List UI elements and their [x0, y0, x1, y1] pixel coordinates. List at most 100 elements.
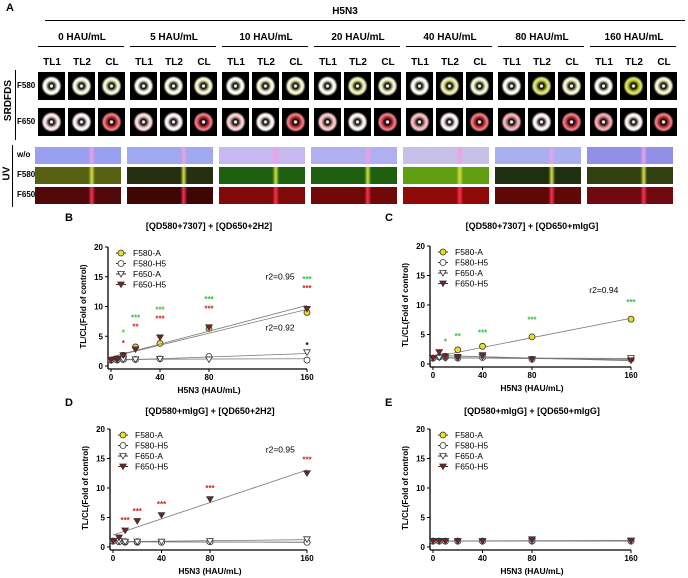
concentration-rule: [498, 46, 584, 47]
uv-strip: [587, 187, 673, 204]
legend-marker: [119, 442, 127, 449]
data-point: [478, 538, 487, 545]
srdfds-image-f650: [98, 108, 125, 136]
row-label-f650: F650: [17, 117, 36, 126]
chart-title: [QD580+7307] + [QD650+mIgG]: [466, 221, 599, 231]
r-squared-label: r2=0.94: [589, 285, 618, 295]
y-tick-label: 10: [96, 484, 105, 493]
lane-label: TL2: [165, 57, 183, 68]
legend-marker: [439, 442, 447, 449]
uv-strip: [127, 147, 213, 164]
data-point: [121, 538, 130, 546]
lane-label: CL: [381, 57, 395, 68]
y-tick-label: 0: [101, 543, 106, 552]
srdfds-image-f650: [130, 108, 157, 136]
data-point: [119, 352, 128, 360]
concentration-header: 80 HAU/mL: [515, 32, 569, 43]
x-tick-label: 40: [156, 373, 165, 382]
data-point: [204, 324, 214, 332]
lane-label: CL: [289, 57, 303, 68]
srdfds-image-f650: [436, 108, 463, 136]
data-point: [303, 356, 311, 364]
legend-marker: [116, 281, 126, 289]
legend-marker: [438, 453, 448, 460]
x-tick-label: 40: [478, 371, 487, 380]
data-point: [453, 538, 462, 545]
panel-label: D: [65, 397, 73, 409]
srdfds-image-f580: [406, 72, 433, 100]
chart-panel-b: B [QD580+7307] + [QD650+2H2] 0 5 10 15 20 0 40 80…: [65, 212, 314, 395]
uv-row-f650: F650: [17, 190, 36, 199]
data-point: [626, 538, 636, 545]
concentration-header: 20 HAU/mL: [331, 32, 385, 43]
srdfds-image-f650: [406, 108, 433, 136]
x-tick-label: 160: [300, 373, 314, 382]
y-tick-label: 15: [416, 455, 425, 464]
x-tick-label: 40: [157, 554, 166, 563]
uv-strip: [495, 187, 581, 204]
x-tick-label: 80: [205, 373, 214, 382]
legend-marker: [438, 270, 448, 277]
significance-mark: ***: [204, 304, 214, 313]
fit-line: [110, 308, 308, 358]
data-point: [435, 538, 444, 545]
data-point: [527, 536, 537, 544]
srdfds-image-f580: [38, 72, 65, 100]
data-point: [133, 538, 142, 546]
data-point: [453, 354, 462, 361]
srdfds-image-f650: [38, 108, 65, 136]
lane-label: TL2: [349, 57, 367, 68]
significance-mark: ***: [155, 305, 165, 314]
srdfds-image-f580: [498, 72, 525, 100]
significance-mark: **: [132, 323, 139, 332]
srdfds-image-f650: [374, 108, 401, 136]
data-point: [428, 355, 438, 362]
data-point: [205, 496, 215, 503]
data-point: [302, 536, 312, 544]
data-point: [626, 357, 636, 365]
srdfds-image-f650: [344, 108, 371, 136]
srdfds-image-f580: [314, 72, 341, 100]
significance-mark: **: [455, 332, 462, 341]
srdfds-image-f650: [558, 108, 585, 136]
lane-label: CL: [105, 57, 119, 68]
lane-label: TL2: [73, 57, 91, 68]
x-tick-label: 80: [528, 554, 537, 563]
y-tick-label: 5: [421, 514, 426, 523]
concentration-header: 10 HAU/mL: [239, 32, 293, 43]
virus-header: H5N3: [332, 6, 358, 17]
significance-mark: ***: [527, 316, 537, 325]
y-tick-label: 15: [416, 272, 425, 281]
lane-label: CL: [197, 57, 211, 68]
x-tick-label: 160: [300, 554, 314, 563]
significance-mark: *: [122, 329, 126, 338]
lane-label: TL2: [441, 57, 459, 68]
y-tick-label: 0: [421, 543, 426, 552]
lane-label: TL2: [533, 57, 551, 68]
data-point: [302, 305, 312, 313]
data-point: [302, 349, 312, 357]
chart-panel-c: C [QD580+7307] + [QD650+mIgG] 0 5 10 15 20 0 40 8…: [385, 212, 638, 393]
legend-label: F580-H5: [455, 441, 488, 451]
srdfds-bracket: [15, 70, 16, 140]
significance-mark: ***: [157, 500, 167, 509]
concentration-rule: [130, 46, 216, 47]
srdfds-image-f650: [190, 108, 217, 136]
y-axis-label: TL/CL(Fold of control): [401, 446, 410, 530]
uv-strip: [219, 147, 305, 164]
concentration-header: 5 HAU/mL: [150, 32, 198, 43]
srdfds-image-f580: [558, 72, 585, 100]
uv-row-f580: F580: [17, 170, 36, 179]
srdfds-image-f650: [222, 108, 249, 136]
uv-strip: [403, 187, 489, 204]
significance-mark: ***: [120, 516, 130, 525]
uv-strip: [127, 187, 213, 204]
srdfds-image-f580: [222, 72, 249, 100]
srdfds-image-f650: [252, 108, 279, 136]
legend-label: F580-A: [133, 248, 161, 258]
significance-mark: ***: [302, 284, 312, 293]
concentration-rule: [406, 46, 492, 47]
y-tick-label: 10: [416, 301, 425, 310]
lane-label: TL1: [411, 57, 429, 68]
